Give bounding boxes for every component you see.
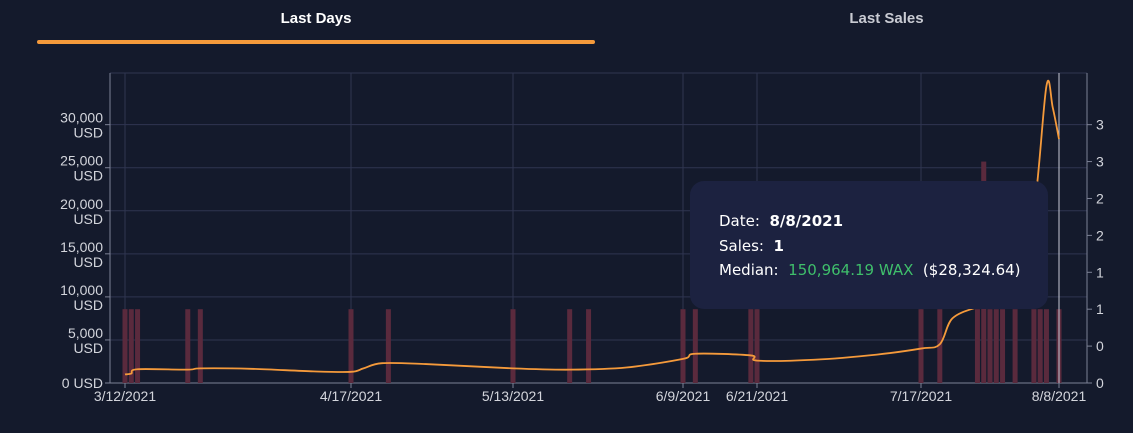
tooltip-date-row: Date: 8/8/2021 (719, 209, 1048, 234)
y-right-tick-label: 3 (1096, 154, 1104, 170)
tooltip-median-label: Median: (719, 261, 779, 279)
tooltip-sales-label: Sales: (719, 236, 764, 255)
tooltip-date-value: 8/8/2021 (769, 212, 844, 230)
bar-sales-count (586, 309, 592, 383)
y-left-tick-label: 10,000 USD (60, 282, 103, 313)
bar-sales-count (122, 309, 128, 383)
bar-sales-count (754, 309, 760, 383)
tab-bar: Last Days Last Sales (0, 0, 1133, 46)
x-tick-label: 7/17/2021 (890, 388, 952, 404)
y-right-tick-label: 1 (1096, 264, 1104, 280)
tab-last-days[interactable]: Last Days (280, 10, 352, 27)
y-right-tick-label: 2 (1096, 227, 1104, 243)
bar-sales-count (567, 309, 573, 383)
tooltip-median-usd: ($28,324.64) (922, 261, 1021, 279)
tooltip-median-value: 150,964.19 WAX (788, 261, 914, 279)
bar-sales-count (1037, 309, 1043, 383)
y-right-tick-label: 1 (1096, 301, 1104, 317)
y-right-tick-label: 3 (1096, 117, 1104, 133)
y-right-tick-label: 2 (1096, 190, 1104, 206)
tooltip-sales-row: Sales: 1 (719, 234, 1048, 259)
x-tick-label: 6/21/2021 (726, 388, 788, 404)
chart-tooltip: Date: 8/8/2021 Sales: 1 Median: 150,964.… (690, 181, 1048, 309)
bar-sales-count (1031, 309, 1037, 383)
bar-sales-count (987, 309, 993, 383)
tooltip-median-row: Median: 150,964.19 WAX ($28,324.64) (719, 258, 1048, 283)
bar-sales-count (197, 309, 203, 383)
y-left-tick-label: 25,000 USD (60, 153, 103, 184)
x-tick-label: 8/8/2021 (1032, 388, 1087, 404)
active-tab-indicator (37, 40, 595, 44)
bar-sales-count (135, 309, 141, 383)
x-tick-label: 6/9/2021 (656, 388, 711, 404)
bar-sales-count (748, 309, 754, 383)
y-left-tick-label: 5,000 USD (68, 325, 103, 356)
bar-sales-count (1043, 309, 1049, 383)
bar-sales-count (974, 309, 980, 383)
bar-sales-count (937, 309, 943, 383)
y-left-tick-label: 0 USD (62, 375, 103, 391)
tab-last-sales[interactable]: Last Sales (849, 10, 924, 27)
y-left-tick-label: 30,000 USD (60, 110, 103, 141)
y-right-tick-label: 0 (1096, 375, 1104, 391)
x-tick-label: 3/12/2021 (94, 388, 156, 404)
bar-sales-count (510, 309, 516, 383)
bar-sales-count (993, 309, 999, 383)
y-right-tick-label: 0 (1096, 338, 1104, 354)
bar-sales-count (348, 309, 354, 383)
x-tick-label: 5/13/2021 (482, 388, 544, 404)
bar-sales-count (692, 309, 698, 383)
x-tick-label: 4/17/2021 (320, 388, 382, 404)
bar-sales-count (918, 309, 924, 383)
y-left-tick-label: 15,000 USD (60, 239, 103, 270)
bar-sales-count (1012, 309, 1018, 383)
y-left-tick-label: 20,000 USD (60, 196, 103, 227)
tooltip-date-label: Date: (719, 212, 760, 230)
bar-sales-count (185, 309, 191, 383)
tooltip-sales-value: 1 (773, 236, 784, 255)
bar-sales-count (385, 309, 391, 383)
bar-sales-count (128, 309, 134, 383)
bar-sales-count (680, 309, 686, 383)
bar-sales-count (1000, 309, 1006, 383)
